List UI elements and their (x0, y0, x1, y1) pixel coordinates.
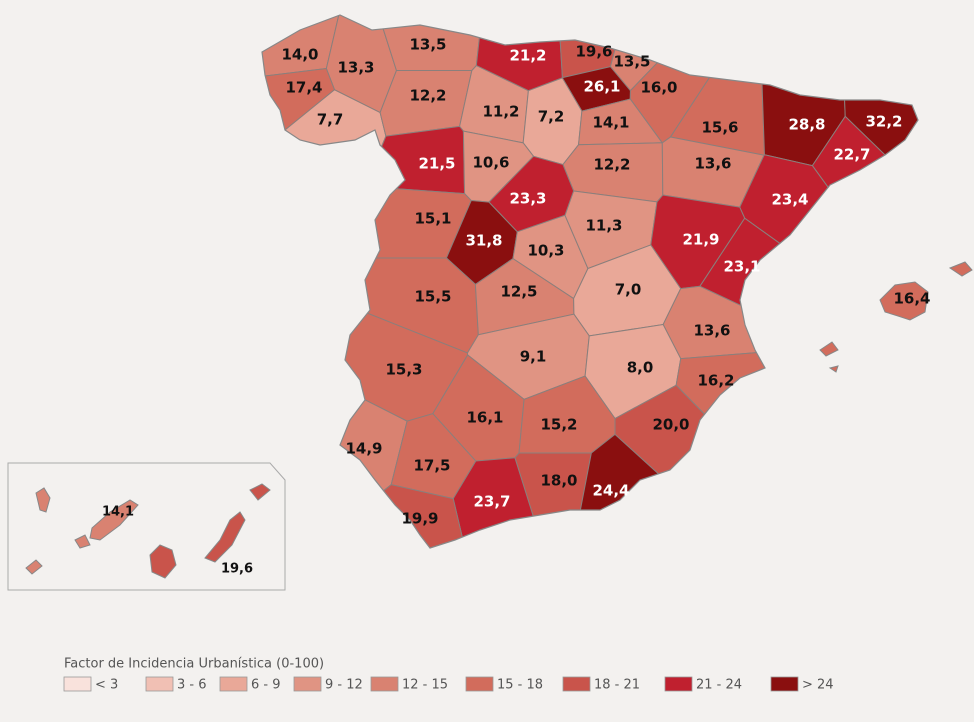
province-label: 16,2 (697, 372, 734, 390)
legend-swatch (770, 676, 799, 692)
province-label: 19,9 (401, 510, 438, 528)
province-label: 13,3 (337, 59, 374, 77)
island (89, 499, 139, 541)
province-label: 21,5 (418, 155, 455, 173)
province-label: 16,0 (640, 79, 677, 97)
province (662, 285, 831, 360)
province-label: 23,3 (509, 190, 546, 208)
province (739, 154, 918, 377)
province-label: 8,0 (627, 359, 654, 377)
province-label: 12,2 (593, 156, 630, 174)
province-label: 23,1 (723, 258, 760, 276)
legend-label: < 3 (95, 678, 118, 693)
province-label: 14,1 (102, 505, 134, 520)
islands (25, 261, 973, 579)
province-label: 14,0 (281, 46, 318, 64)
province-label: 13,5 (613, 53, 650, 71)
province-label: 13,6 (693, 322, 730, 340)
province-label: 12,2 (409, 87, 446, 105)
province-label: 15,3 (385, 361, 422, 379)
legend-label: 6 - 9 (251, 678, 281, 693)
province-label: 14,9 (345, 440, 382, 458)
province-label: 13,5 (409, 36, 446, 54)
province-label: 16,1 (466, 409, 503, 427)
legend-title: Factor de Incidencia Urbanística (0-100) (64, 657, 324, 672)
legend-swatch (145, 676, 174, 692)
legend-label: 21 - 24 (696, 678, 742, 693)
province-label: 15,6 (701, 119, 738, 137)
province-label: 18,0 (540, 472, 577, 490)
province-label: 17,4 (285, 79, 322, 97)
legend-label: 12 - 15 (402, 678, 448, 693)
province-label: 21,9 (682, 231, 719, 249)
legend-label: 3 - 6 (177, 678, 207, 693)
island (25, 559, 43, 575)
province (262, 89, 387, 284)
province-label: 22,7 (833, 146, 870, 164)
island (879, 281, 929, 321)
province-label: 17,5 (413, 457, 450, 475)
island (948, 261, 973, 277)
province-label: 23,7 (473, 493, 510, 511)
province-label: 32,2 (865, 113, 902, 131)
province-label: 21,2 (509, 47, 546, 65)
legend-swatch (370, 676, 399, 692)
province-label: 9,1 (520, 348, 547, 366)
island (819, 341, 839, 357)
province-label: 14,1 (592, 114, 629, 132)
legend-swatch (562, 676, 591, 692)
province-label: 20,0 (652, 416, 689, 434)
legend-swatch (63, 676, 92, 692)
province-label: 11,3 (585, 217, 622, 235)
province-label: 15,5 (414, 288, 451, 306)
island (149, 544, 177, 579)
legend-label: 15 - 18 (497, 678, 543, 693)
legend-label: 9 - 12 (325, 678, 363, 693)
province-label: 10,3 (527, 242, 564, 260)
province-label: 26,1 (583, 78, 620, 96)
province-label: 31,8 (465, 232, 502, 250)
legend: < 3 3 - 6 6 - 9 9 - 12 12 - 15 15 - 18 18 - 21… (63, 676, 834, 693)
province-label: 7,2 (538, 108, 565, 126)
province (840, 15, 918, 243)
province-label: 13,6 (694, 155, 731, 173)
province-label: 7,7 (317, 111, 344, 129)
legend-swatch (293, 676, 322, 692)
province-label: 24,4 (592, 482, 629, 500)
province-label: 15,2 (540, 416, 577, 434)
province-label: 11,2 (482, 103, 519, 121)
province-label: 16,4 (893, 290, 930, 308)
province-label: 28,8 (788, 116, 825, 134)
province-label: 10,6 (472, 154, 509, 172)
legend-swatch (465, 676, 494, 692)
province-label: 7,0 (615, 281, 642, 299)
legend-label: > 24 (802, 678, 834, 693)
province-label: 19,6 (575, 43, 612, 61)
island (74, 534, 91, 549)
legend-swatch (219, 676, 248, 692)
province-label: 15,1 (414, 210, 451, 228)
province-label: 12,5 (500, 283, 537, 301)
island (828, 365, 839, 373)
legend-label: 18 - 21 (594, 678, 640, 693)
island (204, 511, 246, 563)
province-label: 19,6 (221, 562, 253, 577)
labels: 14,013,317,47,713,521,2 19,613,526,1 16,01… (102, 36, 931, 577)
legend-swatch (664, 676, 693, 692)
province-label: 23,4 (771, 191, 808, 209)
island (35, 487, 51, 513)
island (249, 483, 271, 501)
